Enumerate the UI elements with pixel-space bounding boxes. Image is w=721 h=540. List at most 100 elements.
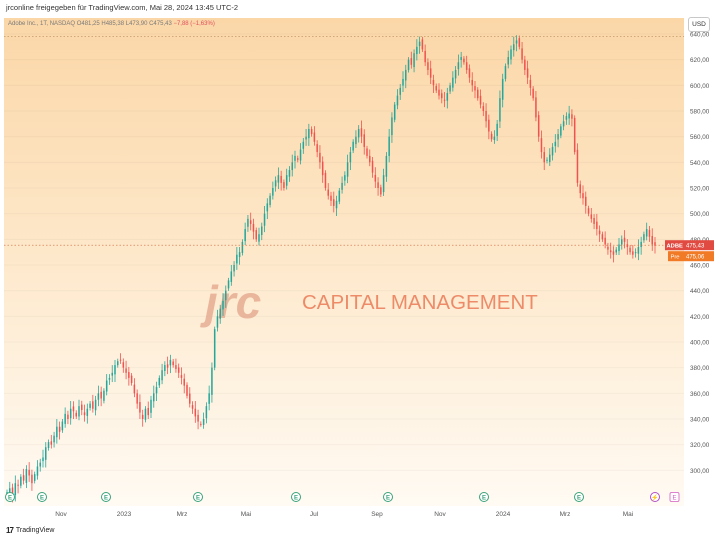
earnings-marker-icon: E (5, 492, 15, 502)
pre-price-name: Pre (671, 254, 680, 260)
candle-body (100, 391, 102, 399)
candle-body (25, 469, 28, 483)
candle-body (501, 78, 504, 100)
price-axis[interactable] (684, 18, 721, 506)
candle-body (316, 144, 318, 153)
candle-body (485, 111, 487, 122)
candle-body (11, 487, 14, 498)
candle-body (36, 466, 39, 476)
candle-body (335, 200, 338, 209)
candle-body (593, 218, 595, 224)
candle-body (266, 203, 269, 212)
y-tick-label: 560,00 (690, 134, 710, 141)
candle-body (45, 447, 47, 460)
candle-body (482, 106, 485, 111)
candle-body (17, 484, 19, 486)
candle-body (341, 182, 343, 190)
candle-body (164, 365, 166, 372)
candle-body (582, 193, 584, 199)
candle-body (618, 244, 620, 252)
candle-body (255, 230, 257, 240)
candle-body (200, 423, 202, 425)
y-tick-label: 320,00 (690, 442, 710, 449)
candle-body (274, 180, 277, 187)
candle-body (454, 69, 457, 79)
candle-body (562, 121, 565, 127)
earnings-marker-icon: E (383, 492, 393, 502)
candle-body (122, 362, 125, 368)
candle-body (202, 419, 205, 425)
candle-body (648, 229, 651, 237)
last-price-name: ADBE (667, 243, 684, 249)
candle-body (285, 175, 288, 186)
candle-body (103, 390, 105, 401)
candle-body (623, 237, 626, 242)
candle-body (435, 86, 437, 91)
candle-body (526, 68, 529, 78)
candle-body (396, 95, 399, 106)
candle-body (543, 152, 545, 163)
candle-body (64, 413, 66, 424)
candle-body (31, 474, 33, 484)
candle-body (233, 265, 235, 272)
candle-body (20, 476, 22, 486)
candle-body (319, 152, 321, 163)
candle-body (579, 184, 581, 194)
legend-symbol: Adobe Inc., 1T, NASDAQ (8, 21, 76, 27)
candle-body (172, 361, 174, 366)
x-tick-label: Sep (371, 511, 383, 518)
symbol-legend: Adobe Inc., 1T, NASDAQ O481,25 H485,38 L… (8, 21, 215, 27)
watermark-logo: jrc (200, 276, 261, 328)
earnings-marker-icon: E (193, 492, 203, 502)
candle-body (183, 378, 185, 386)
candle-body (61, 421, 64, 431)
upcoming-earnings-icon: E (669, 492, 680, 502)
candle-body (338, 190, 341, 202)
candle-body (634, 252, 637, 254)
legend-change: −7,88 (−1,63%) (173, 21, 215, 27)
candle-body (363, 134, 365, 147)
candle-body (546, 159, 548, 161)
currency-button[interactable]: USD (688, 17, 710, 32)
candle-body (504, 66, 507, 79)
candle-body (391, 117, 393, 136)
candle-body (360, 128, 363, 137)
candle-body (388, 136, 390, 156)
candle-body (56, 426, 58, 438)
y-tick-label: 520,00 (690, 186, 710, 193)
last-price-value: 475,43 (686, 243, 705, 249)
candle-body (291, 162, 293, 171)
candle-body (144, 408, 147, 420)
candle-body (399, 87, 401, 95)
candle-body (585, 196, 587, 206)
candle-body (535, 97, 537, 118)
candle-body (158, 377, 161, 386)
candle-body (427, 62, 429, 70)
earnings-marker-circle (101, 492, 111, 502)
candle-body (443, 99, 446, 101)
candle-body (366, 148, 368, 156)
x-tick-label: Mai (241, 511, 251, 518)
candle-body (117, 361, 119, 366)
candle-body (457, 62, 460, 70)
candle-body (352, 141, 354, 151)
candle-body (42, 457, 44, 462)
x-tick-label: Nov (55, 511, 67, 518)
plot-area[interactable] (4, 18, 684, 506)
candle-body (468, 68, 471, 78)
candle-body (421, 39, 424, 50)
candle-body (609, 250, 612, 253)
candle-body (263, 213, 266, 226)
candle-body (537, 115, 540, 137)
earnings-marker-label: E (386, 496, 390, 502)
candle-body (441, 93, 443, 99)
y-tick-label: 380,00 (690, 365, 710, 372)
footer-brand-text: TradingView (15, 527, 55, 534)
candle-body (252, 223, 255, 232)
candle-body (213, 329, 216, 368)
candle-body (479, 95, 482, 105)
candle-body (119, 359, 122, 361)
legend-ohlc: O481,25 H485,38 L473,90 C475,43 (76, 21, 172, 27)
dividend-marker-circle (650, 492, 660, 502)
candle-body (258, 234, 260, 242)
